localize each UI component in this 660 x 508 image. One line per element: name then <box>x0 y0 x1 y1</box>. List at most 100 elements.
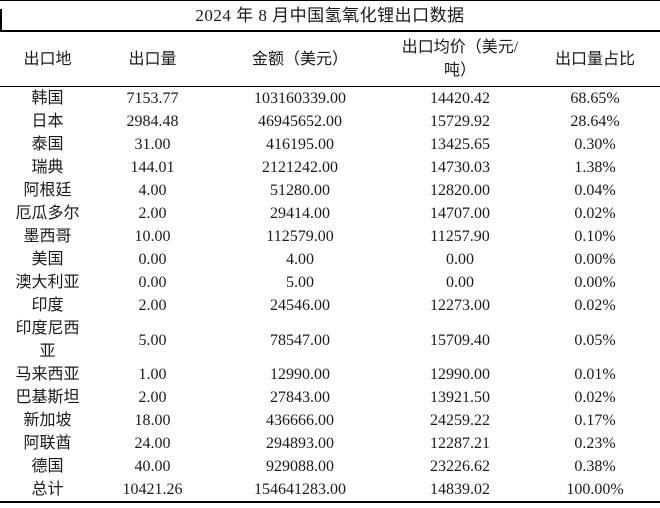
cell-avg-price: 14420.42 <box>430 90 490 107</box>
table-row: 马来西亚 1.00 12990.00 12990.00 0.01% <box>0 363 660 386</box>
cell-destination: 印度 <box>31 297 64 314</box>
table-row: 厄瓜多尔 2.00 29414.00 14707.00 0.02% <box>0 202 660 225</box>
cell-avg-price: 24259.22 <box>430 412 490 429</box>
cell-volume-share: 0.05% <box>574 331 616 349</box>
table-row: 印度 2.00 24546.00 12273.00 0.02% <box>0 294 660 317</box>
cell-volume-share: 0.30% <box>574 136 616 153</box>
table-row: 墨西哥 10.00 112579.00 11257.90 0.10% <box>0 225 660 248</box>
table-row: 阿根廷 4.00 51280.00 12820.00 0.04% <box>0 179 660 202</box>
cell-destination: 印度尼西 亚 <box>15 320 80 360</box>
cell-export-volume: 5.00 <box>138 331 167 349</box>
cell-export-volume: 4.00 <box>138 182 167 199</box>
cell-avg-price: 12990.00 <box>430 366 490 383</box>
cell-destination: 日本 <box>31 113 64 130</box>
cell-avg-price: 11257.90 <box>430 228 490 245</box>
cell-export-volume: 0.00 <box>138 274 167 291</box>
cell-export-volume: 10421.26 <box>122 481 183 498</box>
page-title: 2024 年 8 月中国氢氧化锂出口数据 <box>195 6 465 25</box>
table-row-total: 总计 10421.26 154641283.00 14839.02 100.00… <box>0 478 660 502</box>
header-destination: 出口地 <box>0 31 95 87</box>
cell-amount-usd: 27843.00 <box>270 389 330 406</box>
export-data-table: 出口地 出口量 金额（美元） 出口均价（美元/ 吨） 出口量占比 韩国 7153… <box>0 30 660 503</box>
cell-volume-share: 0.02% <box>574 297 616 314</box>
cell-destination: 德国 <box>31 458 64 475</box>
table-row: 澳大利亚 0.00 5.00 0.00 0.00% <box>0 271 660 294</box>
cell-volume-share: 0.01% <box>574 366 616 383</box>
cell-amount-usd: 46945652.00 <box>258 113 342 130</box>
cell-export-volume: 31.00 <box>134 136 171 153</box>
cell-volume-share: 0.02% <box>574 389 616 406</box>
cell-amount-usd: 4.00 <box>286 251 314 268</box>
cell-destination: 瑞典 <box>31 159 64 176</box>
cell-export-volume: 2.00 <box>138 205 167 222</box>
cell-amount-usd: 51280.00 <box>270 182 330 199</box>
cell-volume-share: 0.17% <box>574 412 616 429</box>
cell-amount-usd: 29414.00 <box>270 205 330 222</box>
cell-amount-usd: 5.00 <box>286 274 314 291</box>
cell-export-volume: 10.00 <box>134 228 171 245</box>
cell-avg-price: 14707.00 <box>430 205 490 222</box>
cell-avg-price: 12287.21 <box>430 435 490 452</box>
cell-avg-price: 14839.02 <box>430 481 490 498</box>
cell-avg-price: 0.00 <box>446 251 474 268</box>
table-row: 印度尼西 亚 5.00 78547.00 15709.40 0.05% <box>0 317 660 363</box>
header-amount-usd: 金额（美元） <box>210 31 390 87</box>
top-border-line <box>0 0 660 1</box>
cell-destination: 总计 <box>31 481 64 498</box>
cell-volume-share: 0.38% <box>574 458 616 475</box>
header-volume-share: 出口量占比 <box>530 31 660 87</box>
cell-volume-share: 28.64% <box>570 113 620 130</box>
cell-export-volume: 24.00 <box>134 435 171 452</box>
cell-destination: 马来西亚 <box>15 366 80 383</box>
table-row: 美国 0.00 4.00 0.00 0.00% <box>0 248 660 271</box>
cell-amount-usd: 2121242.00 <box>262 159 338 176</box>
cell-volume-share: 0.10% <box>574 228 616 245</box>
cell-destination: 墨西哥 <box>23 228 72 245</box>
table-header: 出口地 出口量 金额（美元） 出口均价（美元/ 吨） 出口量占比 <box>0 31 660 87</box>
cell-volume-share: 0.23% <box>574 435 616 452</box>
cell-destination: 厄瓜多尔 <box>15 205 80 222</box>
table-row: 新加坡 18.00 436666.00 24259.22 0.17% <box>0 409 660 432</box>
cell-avg-price: 13425.65 <box>430 136 490 153</box>
table-row: 德国 40.00 929088.00 23226.62 0.38% <box>0 455 660 478</box>
cell-destination: 澳大利亚 <box>15 274 80 291</box>
cell-amount-usd: 154641283.00 <box>254 481 346 498</box>
cell-export-volume: 7153.77 <box>126 90 179 107</box>
cell-amount-usd: 112579.00 <box>266 228 334 245</box>
cell-export-volume: 2.00 <box>138 389 167 406</box>
table-row: 韩国 7153.77 103160339.00 14420.42 68.65% <box>0 87 660 111</box>
cell-amount-usd: 24546.00 <box>270 297 330 314</box>
cell-export-volume: 2.00 <box>138 297 167 314</box>
header-avg-price: 出口均价（美元/ 吨） <box>390 31 530 87</box>
cell-export-volume: 0.00 <box>138 251 167 268</box>
table-row: 阿联酋 24.00 294893.00 12287.21 0.23% <box>0 432 660 455</box>
table-body: 韩国 7153.77 103160339.00 14420.42 68.65% … <box>0 87 660 503</box>
cell-destination: 阿联酋 <box>23 435 72 452</box>
cell-avg-price: 15709.40 <box>430 331 490 349</box>
cell-volume-share: 0.04% <box>574 182 616 199</box>
cell-amount-usd: 929088.00 <box>266 458 334 475</box>
cell-destination: 韩国 <box>31 90 64 107</box>
cell-destination: 泰国 <box>31 136 64 153</box>
left-edge-tick <box>0 9 2 30</box>
cell-amount-usd: 294893.00 <box>266 435 334 452</box>
cell-avg-price: 14730.03 <box>430 159 490 176</box>
cell-volume-share: 1.38% <box>574 159 616 176</box>
cell-avg-price: 23226.62 <box>430 458 490 475</box>
cell-volume-share: 0.00% <box>574 251 616 268</box>
cell-avg-price: 12273.00 <box>430 297 490 314</box>
table-row: 瑞典 144.01 2121242.00 14730.03 1.38% <box>0 156 660 179</box>
table-row: 泰国 31.00 416195.00 13425.65 0.30% <box>0 133 660 156</box>
cell-avg-price: 12820.00 <box>430 182 490 199</box>
cell-amount-usd: 12990.00 <box>270 366 330 383</box>
cell-amount-usd: 416195.00 <box>266 136 334 153</box>
cell-destination: 新加坡 <box>23 412 72 429</box>
cell-avg-price: 0.00 <box>446 274 474 291</box>
cell-export-volume: 40.00 <box>134 458 171 475</box>
cell-export-volume: 18.00 <box>134 412 171 429</box>
cell-volume-share: 0.00% <box>574 274 616 291</box>
cell-export-volume: 1.00 <box>138 366 167 383</box>
cell-avg-price: 13921.50 <box>430 389 490 406</box>
cell-volume-share: 68.65% <box>570 90 620 107</box>
